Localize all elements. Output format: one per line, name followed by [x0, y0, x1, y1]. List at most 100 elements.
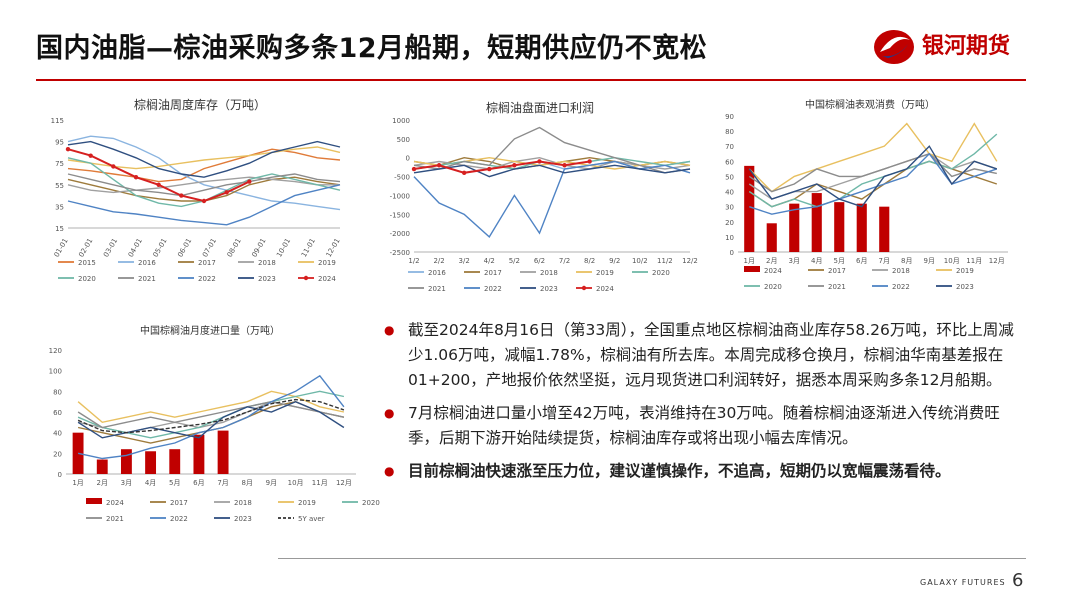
- y-tick-label: 10: [725, 234, 734, 242]
- series-point-2024: [562, 163, 567, 168]
- series-point-2024: [461, 170, 467, 175]
- bar-2024: [169, 449, 181, 474]
- x-tick-label: 8/2: [584, 257, 595, 265]
- x-tick-label: 12-01: [325, 237, 342, 259]
- x-tick-label: 10月: [288, 479, 304, 487]
- bar-2024: [789, 203, 800, 252]
- series-point-2024: [111, 164, 116, 169]
- bar-2024: [72, 432, 84, 474]
- series-line-2018: [67, 176, 340, 194]
- x-tick-label: 4/2: [484, 257, 495, 265]
- legend-marker: [303, 275, 309, 281]
- y-tick-label: -2500: [390, 249, 410, 257]
- chart-title-apparent-consumption: 中国棕榈油表观消费（万吨）: [805, 100, 935, 111]
- legend-marker: [581, 285, 587, 291]
- chart-title-import-profit: 棕榈油盘面进口利润: [485, 101, 594, 115]
- y-tick-label: 80: [725, 128, 734, 136]
- legend-label: 2024: [106, 499, 124, 507]
- legend-label: 2020: [78, 275, 96, 283]
- legend-label: 2022: [892, 283, 910, 291]
- legend-label: 2023: [258, 275, 276, 283]
- y-tick-label: -500: [394, 174, 410, 182]
- x-tick-label: 4月: [145, 479, 156, 487]
- x-tick-label: 6月: [856, 257, 867, 265]
- y-tick-label: 100: [49, 368, 62, 376]
- legend-label: 2019: [298, 499, 316, 507]
- legend-label: 2024: [764, 267, 782, 275]
- legend-label: 2016: [138, 259, 156, 267]
- x-tick-label: 11月: [312, 479, 328, 487]
- legend-label: 2022: [198, 275, 216, 283]
- bar-2024: [744, 165, 755, 252]
- bullet-dot-icon: ●: [384, 323, 395, 337]
- series-point-2024: [224, 190, 229, 195]
- x-tick-label: 1/2: [408, 257, 419, 265]
- legend-label: 2015: [78, 259, 96, 267]
- x-tick-label: 01-01: [53, 237, 70, 259]
- y-tick-label: 15: [55, 225, 64, 233]
- legend-label: 2024: [318, 275, 336, 283]
- legend-label: 2017: [828, 267, 846, 275]
- legend-label: 2017: [484, 269, 502, 277]
- x-tick-label: 7月: [217, 479, 228, 487]
- x-tick-label: 06-01: [176, 237, 193, 259]
- series-line-5Y-aver: [77, 398, 345, 434]
- x-tick-label: 10-01: [275, 237, 292, 259]
- commentary-bullets: ● 截至2024年8月16日（第33周），全国重点地区棕榈油商业库存58.26万吨…: [384, 318, 1024, 492]
- series-line-2019: [77, 390, 345, 424]
- series-point-2024: [537, 159, 542, 164]
- y-tick-label: 0: [730, 249, 734, 257]
- series-line-2019: [67, 146, 341, 170]
- legend-swatch: [86, 498, 102, 504]
- legend-label: 2021: [428, 285, 446, 293]
- y-tick-label: 115: [51, 117, 64, 125]
- bar-2024: [766, 223, 777, 252]
- x-tick-label: 1月: [744, 257, 755, 265]
- bullet-item: ● 7月棕榈油进口量小增至42万吨，表消维持在30万吨。随着棕榈油逐渐进入传统消费…: [384, 401, 1024, 451]
- series-line-2022: [77, 374, 345, 460]
- x-tick-label: 2月: [97, 479, 108, 487]
- legend-label: 2016: [428, 269, 446, 277]
- legend-label: 2021: [828, 283, 846, 291]
- y-tick-label: 60: [53, 409, 62, 417]
- y-tick-label: 20: [53, 450, 62, 458]
- series-point-2024: [487, 166, 492, 172]
- y-tick-label: 1000: [392, 117, 410, 125]
- legend-label: 2019: [956, 267, 974, 275]
- x-tick-label: 05-01: [152, 237, 169, 259]
- x-tick-label: 07-01: [201, 237, 218, 259]
- x-tick-label: 9/2: [609, 257, 620, 265]
- bullet-item: ● 目前棕榈油快速涨至压力位，建议谨慎操作，不追高，短期仍以宽幅震荡看待。: [384, 459, 1024, 484]
- legend-label: 2018: [540, 269, 558, 277]
- x-tick-label: 3月: [121, 479, 132, 487]
- series-line-2023: [748, 145, 998, 208]
- bar-2024: [193, 434, 205, 474]
- legend-label: 2017: [198, 259, 216, 267]
- series-point-2024: [436, 163, 442, 168]
- chart-title-weekly-inventory: 棕榈油周度库存（万吨）: [133, 98, 266, 112]
- x-tick-label: 4月: [811, 257, 822, 265]
- header-divider: [36, 79, 1026, 81]
- x-tick-label: 12/2: [682, 257, 698, 265]
- x-tick-label: 03-01: [102, 237, 119, 259]
- series-line-2022: [413, 160, 691, 238]
- legend-label: 2018: [258, 259, 276, 267]
- y-tick-label: -2000: [390, 230, 410, 238]
- x-tick-label: 3月: [789, 257, 800, 265]
- y-tick-label: 80: [53, 388, 62, 396]
- series-point-2024: [179, 193, 184, 198]
- legend-label: 2020: [652, 269, 670, 277]
- series-line-2023: [77, 400, 345, 439]
- x-tick-label: 2/2: [433, 257, 444, 265]
- series-point-2024: [587, 159, 592, 164]
- y-tick-label: 500: [397, 136, 410, 144]
- series-line-2020: [748, 133, 998, 208]
- legend-label: 2022: [170, 515, 188, 523]
- y-tick-label: 120: [49, 347, 62, 355]
- x-tick-label: 9月: [924, 257, 935, 265]
- series-line-2024: [67, 148, 250, 203]
- legend-label: 2019: [318, 259, 336, 267]
- series-point-2024: [512, 163, 517, 168]
- series-point-2024: [133, 175, 139, 180]
